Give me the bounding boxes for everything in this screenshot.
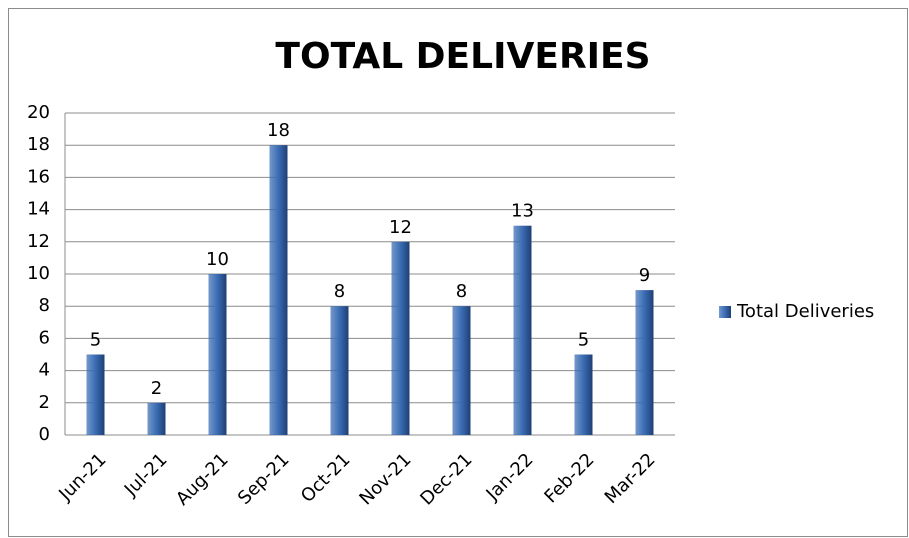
data-label: 12: [389, 217, 412, 238]
y-tick-label: 6: [39, 327, 50, 348]
y-tick-label: 4: [39, 360, 50, 381]
bar: [208, 274, 227, 435]
y-tick-label: 20: [27, 102, 50, 123]
y-tick-label: 18: [27, 134, 50, 155]
data-label: 10: [206, 249, 229, 270]
bar: [86, 354, 105, 435]
data-label: 8: [456, 281, 467, 302]
data-label: 9: [639, 265, 650, 286]
y-tick-label: 16: [27, 166, 50, 187]
y-tick-label: 8: [39, 295, 50, 316]
bar: [452, 306, 471, 435]
y-tick-label: 10: [27, 263, 50, 284]
data-label: 2: [151, 378, 162, 399]
bar: [269, 145, 288, 435]
bar: [635, 290, 654, 435]
data-label: 5: [90, 330, 101, 351]
y-tick-label: 2: [39, 392, 50, 413]
chart-border: [8, 8, 908, 537]
data-label: 13: [511, 201, 534, 222]
y-tick-label: 0: [39, 424, 50, 445]
legend-swatch: [719, 306, 731, 318]
bar: [147, 402, 166, 435]
data-label: 5: [578, 330, 589, 351]
data-label: 18: [267, 120, 290, 141]
bar: [513, 225, 532, 435]
y-tick-label: 14: [27, 199, 50, 220]
data-label: 8: [334, 281, 345, 302]
bar: [574, 354, 593, 435]
bar: [330, 306, 349, 435]
chart-title: TOTAL DELIVERIES: [275, 36, 650, 77]
legend-label: Total Deliveries: [736, 301, 874, 322]
y-tick-label: 12: [27, 231, 50, 252]
bar: [391, 241, 410, 435]
